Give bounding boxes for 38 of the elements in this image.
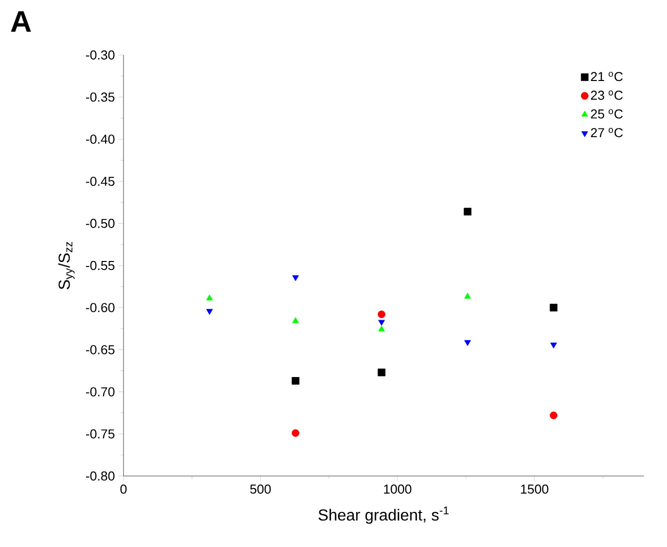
- point: [292, 429, 300, 437]
- x-tick-label: 1500: [521, 484, 548, 494]
- x-axis-title: Shear gradient, s$^{-1}$: [318, 506, 449, 524]
- y-tick-label: -0.50: [86, 218, 114, 228]
- y-tick-label: -0.40: [86, 134, 114, 144]
- point: [378, 368, 386, 376]
- point: [292, 275, 299, 282]
- y-tick-label: -0.75: [86, 429, 114, 438]
- y-axis-title: S$_{yy}$/S$_{zz}$: [58, 242, 75, 290]
- y-tick-label: -0.80: [86, 471, 114, 481]
- point: [292, 317, 299, 324]
- y-tick-label: -0.65: [86, 345, 114, 354]
- legend-label: 27 $^{o}$C: [590, 128, 623, 138]
- y-tick-label: -0.45: [86, 176, 114, 186]
- legend-label: 25 $^{o}$C: [590, 109, 623, 119]
- point: [464, 208, 472, 216]
- legend-label: 21 $^{o}$C: [590, 72, 623, 82]
- point: [378, 310, 386, 318]
- chart-title: A: [10, 11, 31, 32]
- y-tick-label: -0.30: [86, 50, 114, 60]
- point: [206, 294, 213, 300]
- legend-label: 23 $^{o}$C: [590, 90, 623, 100]
- point: [464, 340, 471, 346]
- point: [550, 304, 558, 312]
- point: [464, 292, 471, 299]
- point: [550, 342, 557, 348]
- y-tick-label: -0.55: [86, 260, 114, 270]
- point: [206, 308, 213, 315]
- y-tick-label: -0.35: [86, 92, 114, 102]
- point: [378, 326, 385, 332]
- y-tick-label: -0.70: [86, 387, 114, 396]
- x-tick-label: 500: [250, 484, 271, 494]
- x-tick-label: 0: [120, 484, 127, 494]
- x-tick-label: 1000: [384, 484, 412, 494]
- point: [550, 412, 558, 420]
- y-tick-label: -0.60: [86, 303, 114, 312]
- point: [378, 320, 385, 326]
- point: [292, 377, 300, 385]
